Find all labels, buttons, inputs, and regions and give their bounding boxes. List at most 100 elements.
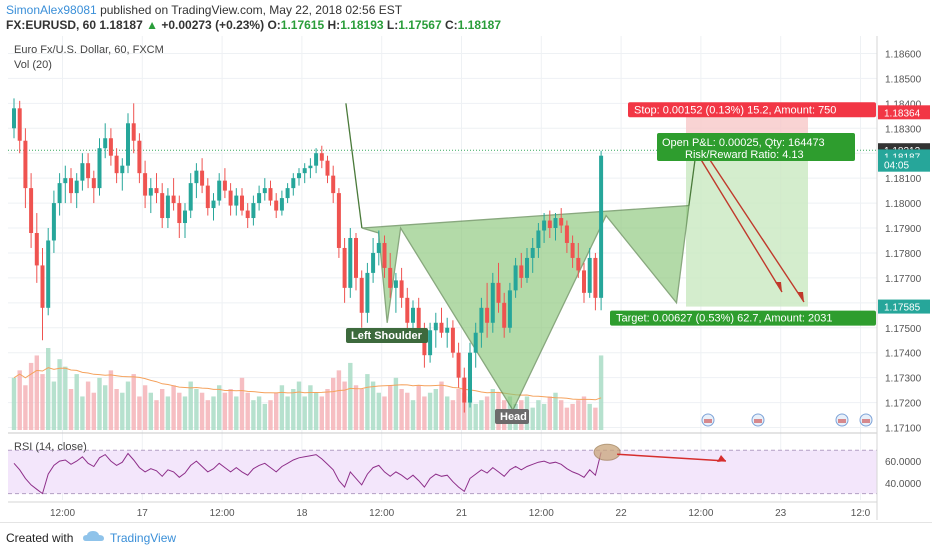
candle-body [285,188,290,199]
volume-bar [291,389,296,430]
candle-body [479,307,484,333]
price-tag-label: 1.18364 [884,108,921,119]
price-tick-label: 1.18100 [885,174,922,185]
open-value: 1.17615 [280,18,325,32]
volume-bar [80,396,85,430]
pattern-exit-leg [688,153,697,206]
candle-body [74,180,79,194]
volume-bar [188,381,193,430]
candle-body [217,180,222,201]
time-axis[interactable]: 12:00 17 12:00 18 12:00 21 12:00 22 12:00 23 12:0 [8,501,877,519]
volume-bar [587,403,592,430]
left-shoulder-label: Left Shoulder [351,330,423,342]
volume-bar [268,400,273,430]
candle-body [519,265,524,278]
candle-body [490,282,495,323]
open-label: O: [267,18,281,32]
volume-bar [302,396,307,430]
candle-body [211,200,216,209]
low-label: L: [386,18,399,32]
candle-body [234,195,239,206]
volume-bar [570,403,575,430]
footer-bar: Created with TradingView [0,522,932,551]
volume-bar [211,396,216,430]
volume-bar [114,389,119,430]
volume-bar [564,407,570,430]
candle-body [51,203,56,241]
target-label: Target: 0.00627 (0.53%) 62.7, Amount: 20… [616,313,832,325]
volume-bar [365,374,370,430]
candle-body [542,220,547,231]
candle-body [513,265,518,291]
candle-body [222,180,227,191]
time-tick-label: 17 [137,508,149,519]
author-link[interactable]: SimonAlex98081 [6,3,97,17]
candle-body [456,352,461,378]
price-tick-label: 1.17900 [885,224,922,235]
candle-body [416,307,421,333]
stop-label: Stop: 0.00152 (0.13%) 15.2, Amount: 750 [634,104,836,116]
volume-bar [63,366,68,430]
candle-body [245,210,250,219]
close-ohlc-value: 1.18187 [457,18,502,32]
candle-body [587,257,592,293]
candle-body [165,195,170,219]
volume-bar [137,396,142,430]
volume-bar [410,400,416,430]
candle-body [553,218,558,229]
volume-bar [11,377,17,430]
pattern-entry-leg [345,103,363,229]
candle-body [547,220,552,229]
projection-arrow [705,153,805,303]
volume-bar [108,370,114,430]
price-tick-label: 1.17500 [885,324,922,335]
candle-body [450,327,455,353]
tradingview-brand[interactable]: TradingView [110,531,177,545]
candle-body [80,163,85,181]
publication-header: SimonAlex98081 published on TradingView.… [0,0,932,34]
flag-stripe [838,419,846,423]
price-tick-label: 1.17100 [885,424,922,435]
volume-bar [370,381,376,430]
time-tick-label: 23 [775,508,787,519]
candle-body [137,140,142,174]
volume-bar [120,392,125,430]
price-axis[interactable]: 1.186001.185001.184001.183001.182001.181… [876,36,932,520]
volume-bar [530,407,535,430]
volume-bar [439,381,444,430]
price-tick-label: 1.17300 [885,374,922,385]
high-label: H: [327,18,341,32]
candle-body [525,257,529,278]
candle-body [160,193,165,219]
candle-body [97,148,102,189]
volume-bar [91,392,96,430]
volume-bar [325,389,330,430]
volume-bar [285,396,290,430]
candle-body [126,123,130,166]
volume-bar [422,396,427,430]
candle-body [365,272,370,313]
rsi-line [13,452,602,495]
candle-body [388,267,393,288]
candle-body [297,173,301,179]
price-tag-label: 1.17585 [884,303,921,314]
volume-bar [239,377,245,430]
volume-bar [46,348,51,430]
candle-body [177,203,182,224]
candle-body [91,178,96,189]
volume-bar [479,400,484,430]
candles [12,98,604,413]
chart-area[interactable]: 1.186001.185001.184001.183001.182001.181… [0,34,932,522]
candle-body [342,247,347,288]
candle-body [485,307,490,323]
candle-body [308,165,313,169]
stop-label-bg [628,102,876,118]
candle-body [34,233,39,266]
volume-bar [154,400,159,430]
candle-body [348,237,353,288]
candle-body [154,188,159,194]
volume-bar [427,392,433,430]
volume-bars [11,348,604,430]
volume-bar [319,396,324,430]
candle-body [108,138,113,156]
